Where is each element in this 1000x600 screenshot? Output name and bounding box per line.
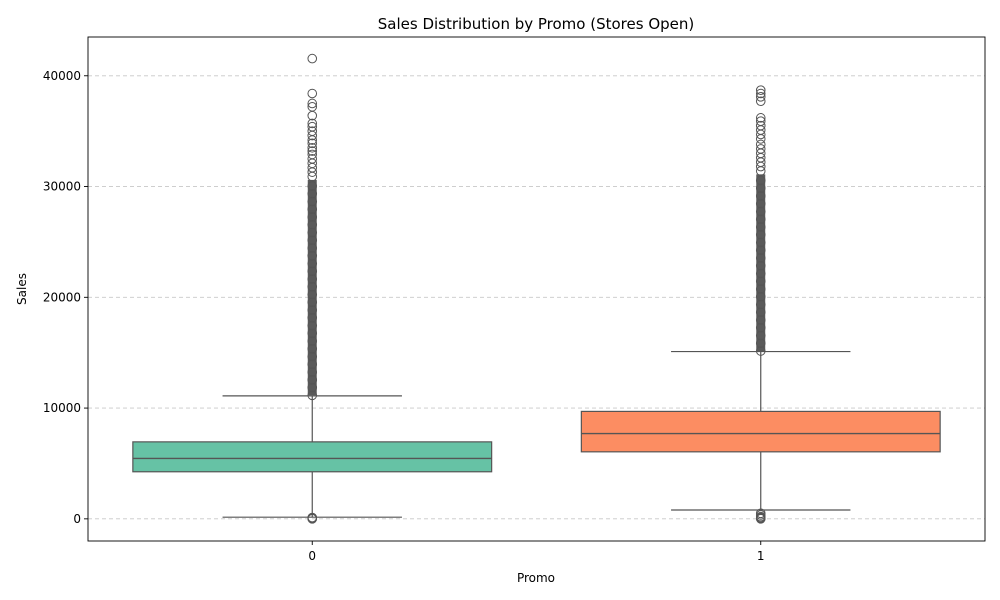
outlier-point [307,138,318,149]
outlier-point [307,375,318,385]
outlier-point [755,96,766,107]
outlier-point [307,367,318,377]
outlier-point [755,113,766,123]
outlier-point [307,382,318,393]
outlier-point [307,204,318,215]
outlier-point [307,146,318,156]
outlier-point [307,320,318,331]
outlier-point [307,196,318,207]
outlier-point [755,120,766,131]
outlier-point [755,206,766,217]
outlier-point [307,289,318,300]
outlier-point [755,144,766,154]
outlier-point [307,328,318,339]
outlier-point [307,243,318,253]
outlier-point [307,219,318,230]
y-axis-label: Sales [15,273,29,305]
plot-frame [87,36,986,542]
outlier-point [307,121,318,132]
box-iqr [132,441,493,473]
outlier-point [307,359,318,370]
outlier-point [755,322,766,333]
outlier-point [307,88,318,99]
outlier-point [755,92,766,102]
outlier-point [755,85,766,95]
outlier-point [755,183,766,193]
outlier-point [755,222,766,232]
outlier-point [307,512,318,523]
outlier-point [307,336,318,346]
outlier-point [307,98,318,109]
outlier-point [307,101,318,112]
y-tick-label: 30000 [43,180,81,194]
outlier-point [755,330,766,341]
outlier-point [755,291,766,302]
outlier-point [755,253,766,263]
outlier-point [307,266,318,277]
ticks-layer: 0 10000 20000 30000 40000 0 1 [43,69,765,563]
outlier-point [307,212,318,222]
y-tick-label: 10000 [43,401,81,415]
box-group-promo-0 [132,53,493,524]
outlier-point [755,191,766,201]
chart-title: Sales Distribution by Promo (Stores Open… [378,15,695,33]
x-tick-label: 1 [757,549,765,563]
outlier-point [755,299,766,310]
outlier-point [307,181,318,191]
outlier-point [755,214,766,225]
outlier-point [755,229,766,240]
outlier-point [755,338,766,349]
outlier-point [755,245,766,256]
outlier-point [307,281,318,292]
outlier-point [755,198,766,209]
x-tick-label: 0 [308,549,316,563]
y-tick-label: 20000 [43,290,81,304]
outlier-point [307,53,318,64]
outlier-point [307,118,318,129]
outlier-point [307,142,318,153]
boxes-layer [132,53,941,524]
outlier-point [307,149,318,160]
outlier-point [307,235,318,246]
x-axis-label: Promo [517,571,555,585]
y-tick-label: 0 [73,512,81,526]
outlier-dense-band [307,179,317,396]
outlier-point [755,268,766,279]
outlier-point [307,344,318,354]
outlier-point [755,260,766,271]
outlier-point [755,276,766,287]
outlier-point [307,188,318,199]
outlier-point [755,175,766,186]
outlier-point [307,305,318,315]
outlier-point [755,116,766,126]
outlier-point [307,154,318,164]
outlier-point [307,274,318,284]
outlier-point [755,284,766,294]
outlier-point [755,88,766,99]
outlier-point [307,250,318,261]
y-tick-label: 40000 [43,69,81,83]
outlier-point [307,351,318,362]
outlier-point [307,126,318,136]
outlier-point [307,313,318,323]
outlier-point [307,227,318,238]
grid-layer [88,75,985,520]
outlier-point [755,508,766,519]
box-group-promo-1 [580,85,941,524]
box-iqr [580,410,941,453]
outlier-point [755,315,766,325]
outlier-point [307,297,318,308]
outlier-point [755,307,766,318]
outlier-point [755,237,766,248]
outlier-point [307,258,318,269]
outlier-point [755,139,766,150]
